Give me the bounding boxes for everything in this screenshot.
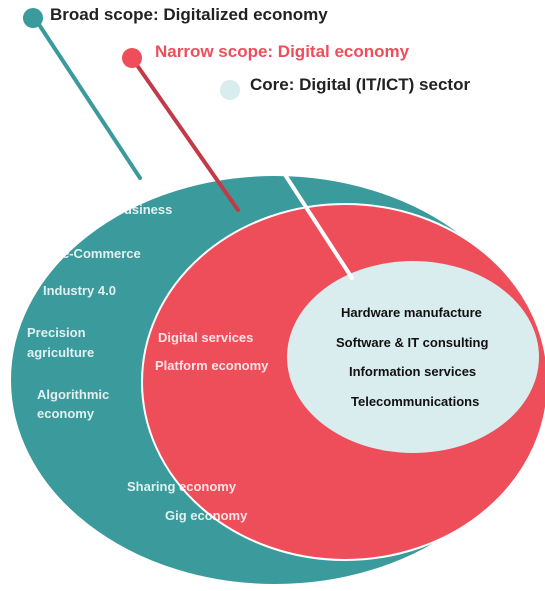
broad-item-sharing-economy: Sharing economy: [127, 479, 237, 494]
broad-item-economy: economy: [37, 406, 95, 421]
broad-leader-line: [34, 18, 142, 180]
core-circle: [287, 261, 539, 453]
core-legend-dot: [220, 80, 240, 100]
broad-item-agriculture: agriculture: [27, 345, 95, 360]
broad-item-industry-4: Industry 4.0: [43, 283, 116, 298]
narrow-item-digital-services: Digital services: [158, 330, 254, 345]
broad-item-precision: Precision: [27, 325, 86, 340]
broad-item-gig-economy: Gig economy: [165, 508, 248, 523]
core-label: Core: Digital (IT/ICT) sector: [250, 75, 471, 94]
core-item-telecom: Telecommunications: [351, 394, 480, 409]
narrow-scope-label: Narrow scope: Digital economy: [155, 42, 410, 61]
broad-item-e-commerce: e-Commerce: [62, 246, 141, 261]
narrow-item-platform-economy: Platform economy: [155, 358, 269, 373]
core-item-software: Software & IT consulting: [336, 335, 489, 350]
core-leader-line: [228, 88, 354, 280]
core-item-information: Information services: [349, 364, 477, 379]
core-item-hardware: Hardware manufacture: [341, 305, 482, 320]
narrow-legend-dot: [122, 48, 142, 68]
broad-legend-dot: [23, 8, 43, 28]
broad-item-algorithmic: Algorithmic: [37, 387, 110, 402]
broad-scope-label: Broad scope: Digitalized economy: [50, 5, 328, 24]
broad-item-e-business: e-Business: [103, 202, 173, 217]
narrow-leader-line: [130, 56, 240, 212]
